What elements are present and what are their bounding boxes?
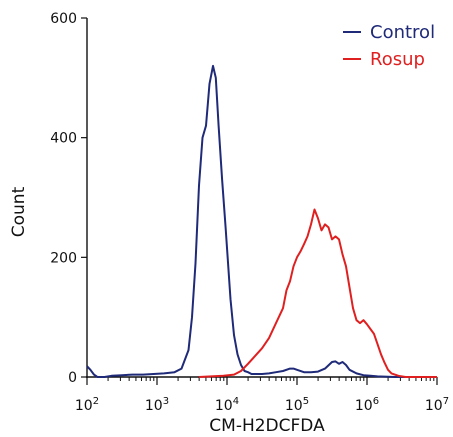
x-tick-label-exponent: 7 bbox=[443, 396, 449, 407]
x-tick-label-base: 10 bbox=[355, 398, 373, 414]
x-axis-label-text: CM-H2DCFDA bbox=[209, 416, 325, 436]
x-tick-label: 103 bbox=[145, 396, 169, 414]
x-tick-label-exponent: 3 bbox=[163, 396, 169, 407]
y-tick-label: 0 bbox=[68, 370, 77, 386]
x-tick-label-exponent: 5 bbox=[303, 396, 309, 407]
x-tick-label-base: 10 bbox=[425, 398, 443, 414]
y-axis-label: Count bbox=[9, 186, 29, 237]
x-tick-label: 105 bbox=[285, 396, 309, 414]
x-tick-label-base: 10 bbox=[215, 398, 233, 414]
y-tick-label: 200 bbox=[50, 250, 77, 266]
y-tick-label: 400 bbox=[50, 131, 77, 147]
x-axis-label: CM-H2DCFDA bbox=[209, 416, 325, 436]
x-tick-label-exponent: 2 bbox=[93, 396, 99, 407]
y-tick-label: 600 bbox=[50, 11, 77, 27]
series-line-rosup bbox=[198, 208, 437, 378]
legend: Control Rosup bbox=[343, 22, 435, 70]
x-tick-label-exponent: 6 bbox=[373, 396, 379, 407]
y-axis-label-text: Count bbox=[9, 186, 29, 237]
x-tick-label-exponent: 4 bbox=[233, 396, 239, 407]
x-tick-label: 102 bbox=[75, 396, 99, 414]
legend-label-control: Control bbox=[370, 22, 435, 43]
x-tick-label-base: 10 bbox=[75, 398, 93, 414]
x-tick-label: 106 bbox=[355, 396, 379, 414]
x-tick-label: 107 bbox=[425, 396, 449, 414]
series-line-control bbox=[86, 64, 437, 378]
legend-label-rosup: Rosup bbox=[370, 49, 425, 70]
x-tick-label: 104 bbox=[215, 396, 239, 414]
x-tick-label-base: 10 bbox=[145, 398, 163, 414]
x-tick-label-base: 10 bbox=[285, 398, 303, 414]
